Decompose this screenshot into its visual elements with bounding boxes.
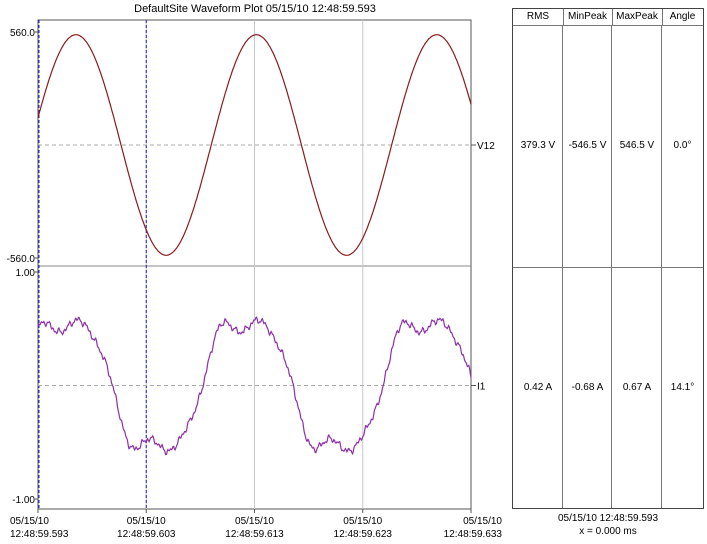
y-tick-label: 1.00 bbox=[16, 268, 36, 279]
header-minpeak: MinPeak bbox=[563, 9, 613, 25]
waveform-plot[interactable]: 05/15/10 12:48:59.593 05/15/10 12:48:59.603… bbox=[0, 0, 510, 544]
v12-minpeak: -546.5 V bbox=[568, 140, 607, 151]
row-divider bbox=[513, 267, 703, 268]
y-tick-label: -560.0 bbox=[7, 254, 36, 265]
i1-rms: 0.42 A bbox=[523, 382, 553, 393]
measurement-table: RMS MinPeak MaxPeak Angle 379.3 V -546.5… bbox=[512, 8, 704, 509]
header-maxpeak: MaxPeak bbox=[612, 9, 663, 25]
x-tick-time: 12:48:59.593 bbox=[10, 529, 69, 540]
series-label-i1: I1 bbox=[477, 382, 486, 393]
x-tick-date: 05/15/10 bbox=[343, 516, 382, 527]
cursor-readout: 05/15/10 12:48:59.593 x = 0.000 ms bbox=[512, 512, 704, 538]
waveform-i1 bbox=[37, 316, 472, 456]
plot-title: DefaultSite Waveform Plot 05/15/10 12:48… bbox=[134, 3, 376, 15]
x-tick-date: 05/15/10 bbox=[127, 516, 166, 527]
x-tick-date: 05/15/10 bbox=[10, 516, 49, 527]
header-divider bbox=[513, 25, 703, 26]
i1-angle: 14.1° bbox=[670, 382, 695, 393]
v12-angle: 0.0° bbox=[673, 140, 692, 151]
waveform-v12 bbox=[37, 34, 472, 256]
cursor-timestamp: 05/15/10 12:48:59.593 bbox=[557, 513, 659, 524]
x-tick-time: 12:48:59.613 bbox=[225, 529, 284, 540]
i1-maxpeak: 0.67 A bbox=[622, 382, 652, 393]
y-tick-label: 560.0 bbox=[10, 28, 35, 39]
v12-maxpeak: 546.5 V bbox=[619, 140, 655, 151]
i1-minpeak: -0.68 A bbox=[571, 382, 604, 393]
x-tick-date: 05/15/10 bbox=[235, 516, 274, 527]
series-label-v12: V12 bbox=[477, 141, 495, 152]
x-tick-date: 05/15/10 bbox=[463, 516, 502, 527]
x-tick-time: 12:48:59.603 bbox=[117, 529, 176, 540]
v12-rms: 379.3 V bbox=[520, 140, 556, 151]
x-tick-time: 12:48:59.623 bbox=[334, 529, 393, 540]
y-tick-label: -1.00 bbox=[12, 495, 35, 506]
cursor-offset: x = 0.000 ms bbox=[579, 526, 637, 537]
header-angle: Angle bbox=[669, 11, 696, 22]
x-tick-time: 12:48:59.633 bbox=[444, 529, 503, 540]
header-rms: RMS bbox=[513, 9, 564, 25]
